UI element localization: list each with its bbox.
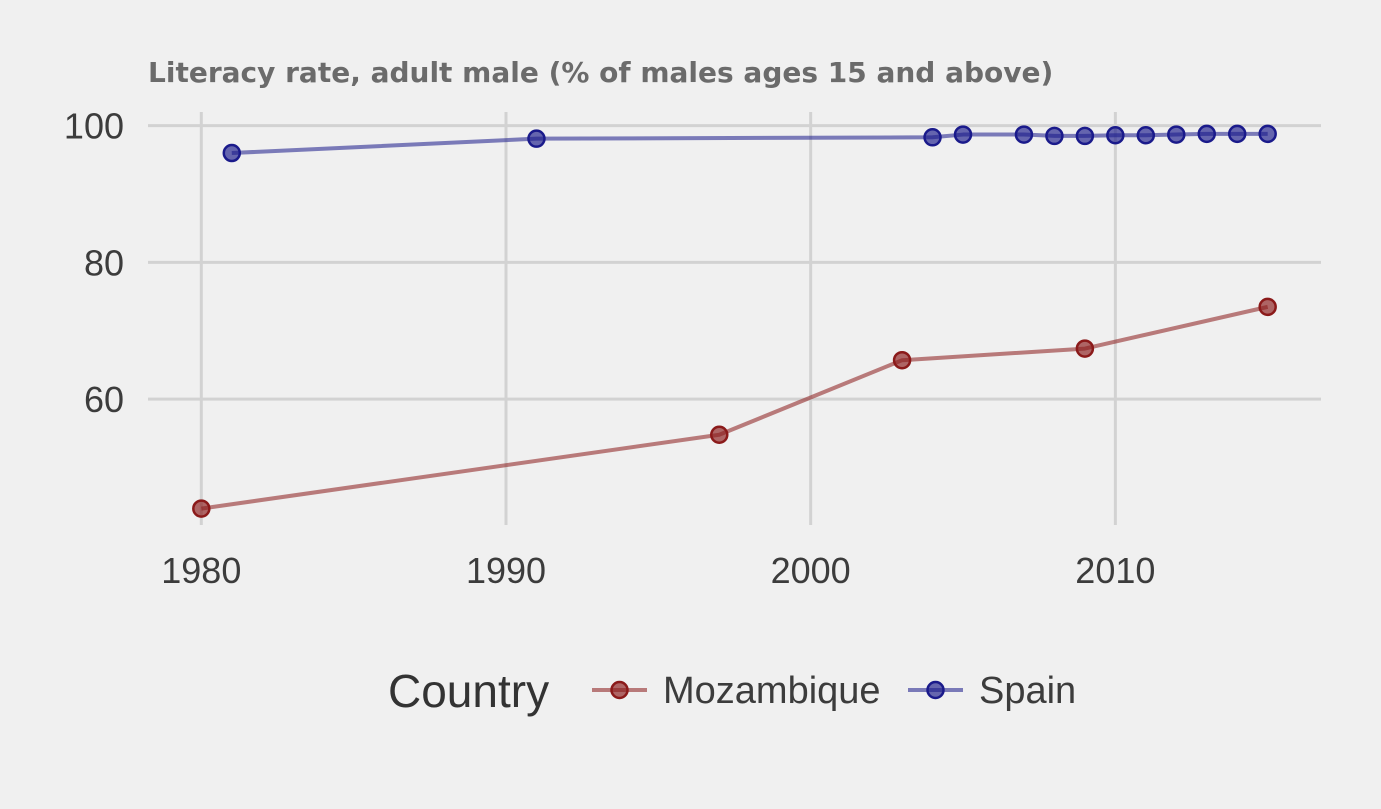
axis-tick-labels: 1980 1990 2000 2010 60 80 100: [64, 106, 1155, 591]
data-point-spain[interactable]: [1106, 125, 1125, 145]
legend-item-spain[interactable]: Spain: [908, 670, 1076, 712]
x-tick-label: 1980: [161, 550, 241, 591]
grid-lines: [148, 112, 1321, 525]
legend-item-mozambique[interactable]: Mozambique: [592, 670, 881, 712]
x-tick-label: 1990: [466, 550, 546, 591]
data-point-mozambique[interactable]: [710, 425, 729, 444]
data-point-mozambique[interactable]: [1258, 297, 1277, 317]
series-spain: [222, 124, 1277, 163]
data-point-spain[interactable]: [222, 143, 242, 163]
data-point-spain[interactable]: [1167, 125, 1186, 144]
data-point-spain[interactable]: [1136, 125, 1156, 145]
series-mozambique: [192, 297, 1277, 518]
data-point-spain[interactable]: [1227, 124, 1247, 144]
data-point-spain[interactable]: [1045, 126, 1064, 146]
y-tick-label: 80: [84, 242, 124, 283]
data-point-spain[interactable]: [923, 128, 942, 147]
y-tick-label: 100: [64, 106, 124, 147]
legend-key-marker: [610, 680, 629, 700]
legend-label: Mozambique: [663, 670, 881, 712]
data-point-spain[interactable]: [1258, 124, 1277, 144]
legend-label: Spain: [979, 670, 1076, 712]
y-tick-label: 60: [84, 379, 124, 420]
legend-items: Mozambique Spain: [592, 670, 1076, 712]
data-point-spain[interactable]: [1197, 124, 1216, 144]
data-point-spain[interactable]: [953, 125, 973, 144]
legend-key-marker: [926, 680, 945, 700]
data-point-mozambique[interactable]: [192, 499, 211, 518]
data-point-mozambique[interactable]: [892, 350, 912, 370]
data-point-spain[interactable]: [1075, 126, 1095, 146]
series-line-mozambique: [201, 304, 1269, 511]
legend-title: Country: [388, 665, 549, 717]
series-layer: [192, 124, 1277, 518]
x-tick-label: 2000: [771, 550, 851, 591]
data-point-mozambique[interactable]: [1075, 339, 1095, 358]
data-point-spain[interactable]: [1014, 125, 1034, 144]
chart-title: Literacy rate, adult male (% of males ag…: [148, 56, 1053, 89]
x-tick-label: 2010: [1075, 550, 1155, 591]
data-point-spain[interactable]: [527, 129, 546, 148]
legend: Country Mozambique Spain: [388, 665, 1076, 717]
